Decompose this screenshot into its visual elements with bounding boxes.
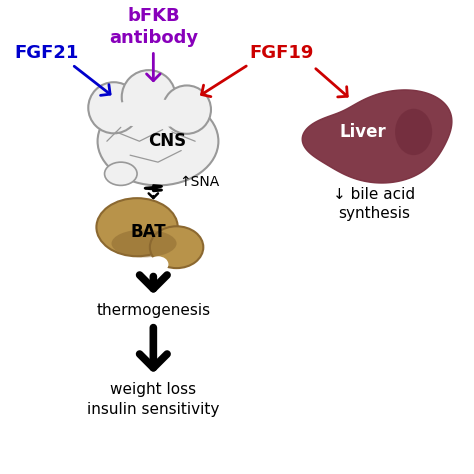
- Ellipse shape: [395, 109, 432, 155]
- Text: FGF19: FGF19: [249, 44, 313, 62]
- Ellipse shape: [147, 256, 168, 273]
- Text: Liver: Liver: [339, 123, 386, 141]
- Text: weight loss
insulin sensitivity: weight loss insulin sensitivity: [87, 382, 219, 417]
- Ellipse shape: [150, 226, 203, 268]
- Text: CNS: CNS: [148, 132, 186, 150]
- Text: bFKB
antibody: bFKB antibody: [109, 7, 198, 47]
- Polygon shape: [302, 90, 452, 183]
- Ellipse shape: [98, 97, 219, 185]
- Text: FGF21: FGF21: [14, 44, 79, 62]
- Circle shape: [122, 70, 176, 124]
- Circle shape: [163, 85, 211, 134]
- Text: thermogenesis: thermogenesis: [96, 303, 210, 319]
- Ellipse shape: [96, 198, 178, 256]
- Ellipse shape: [102, 100, 204, 128]
- Text: BAT: BAT: [131, 223, 166, 241]
- Ellipse shape: [111, 229, 177, 257]
- Ellipse shape: [105, 162, 137, 185]
- Text: ↓ bile acid
synthesis: ↓ bile acid synthesis: [333, 187, 415, 221]
- Text: ↑SNA: ↑SNA: [179, 175, 219, 189]
- Circle shape: [88, 82, 139, 133]
